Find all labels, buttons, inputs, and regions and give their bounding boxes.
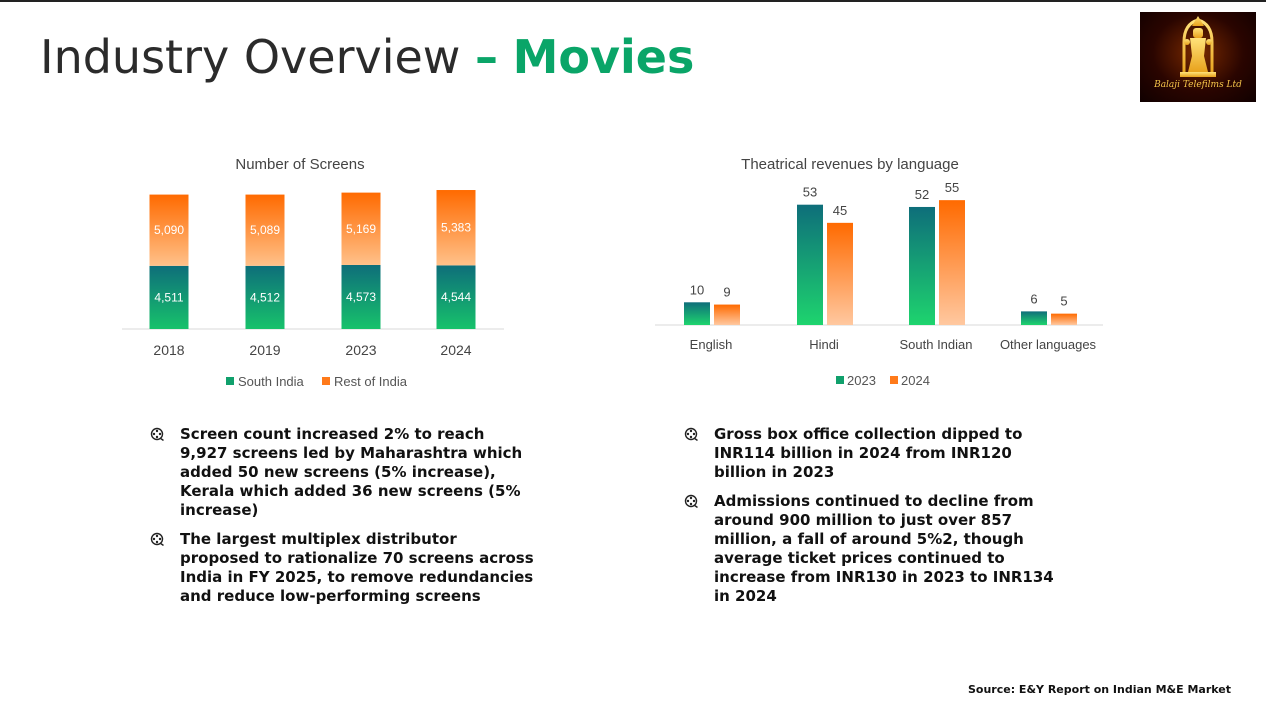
legend-swatch-rest-of-india (322, 377, 330, 385)
revenues-chart-title: Theatrical revenues by language (741, 156, 959, 173)
bar-rest-of-india (341, 192, 381, 265)
bar-2023 (1021, 311, 1047, 325)
data-label-south-india: 4,511 (154, 290, 183, 304)
legend-label-south-india: South India (238, 374, 305, 389)
screens-chart-title: Number of Screens (235, 156, 364, 173)
source-note: Source: E&Y Report on Indian M&E Market (967, 683, 1231, 696)
bar-2023 (684, 302, 710, 325)
film-reel-icon (150, 427, 164, 441)
legend-swatch-2023 (836, 376, 844, 384)
x-tick-label: 2018 (153, 342, 184, 358)
revenues-bullet-list: Gross box office collection dipped to IN… (684, 425, 1064, 616)
screens-chart-legend: South India Rest of India (226, 374, 408, 389)
x-tick-label: 2024 (440, 342, 471, 358)
film-reel-icon (150, 532, 164, 546)
data-label-2023: 53 (803, 185, 817, 200)
legend-swatch-2024 (890, 376, 898, 384)
bullet-item: Gross box office collection dipped to IN… (684, 425, 1064, 482)
bar-2023 (797, 204, 823, 325)
data-label-rest-of-india: 5,383 (441, 221, 471, 235)
bar-2024 (714, 304, 740, 325)
bar-south-india (149, 265, 189, 329)
revenues-chart: Theatrical revenues by language 10 9 Engli… (655, 156, 1103, 388)
x-tick-label: Hindi (809, 337, 839, 352)
company-logo: Balaji Telefilms Ltd (1140, 12, 1256, 102)
bar-rest-of-india (436, 190, 476, 266)
title-accent: Movies (512, 30, 695, 84)
legend-label-2024: 2024 (901, 373, 930, 388)
bar-2024 (1051, 313, 1077, 325)
bar-south-india (436, 265, 476, 329)
screens-chart: Number of Screens 4,511 5,090 2018 4,512 5,0… (122, 156, 504, 389)
bullet-text: Admissions continued to decline from aro… (714, 492, 1054, 605)
bullet-text: Screen count increased 2% to reach 9,927… (180, 425, 523, 519)
title-main: Industry Overview (40, 30, 461, 84)
x-tick-label: South Indian (899, 337, 972, 352)
bar-rest-of-india (245, 194, 285, 266)
bullet-item: The largest multiplex distributor propos… (150, 530, 535, 606)
bullet-text: The largest multiplex distributor propos… (180, 530, 534, 605)
data-label-south-india: 4,512 (250, 290, 280, 304)
data-label-rest-of-india: 5,090 (154, 223, 184, 237)
bullet-item: Admissions continued to decline from aro… (684, 492, 1064, 606)
data-label-rest-of-india: 5,169 (346, 222, 376, 236)
data-label-rest-of-india: 5,089 (250, 223, 280, 237)
legend-swatch-south-india (226, 377, 234, 385)
bar-2024 (827, 222, 853, 325)
screens-bullet-list: Screen count increased 2% to reach 9,927… (150, 425, 535, 616)
bullet-text: Gross box office collection dipped to IN… (714, 425, 1023, 481)
revenues-chart-legend: 2023 2024 (836, 373, 930, 388)
data-label-2024: 55 (945, 180, 959, 195)
logo-text: Balaji Telefilms Ltd (1154, 80, 1242, 90)
legend-label-rest-of-india: Rest of India (334, 374, 408, 389)
data-label-2023: 6 (1030, 291, 1037, 306)
data-label-2024: 5 (1060, 294, 1067, 309)
page-title: Industry Overview – Movies (40, 30, 694, 84)
bar-2024 (939, 200, 965, 325)
bar-south-india (341, 264, 381, 329)
top-border-line (0, 0, 1266, 2)
bar-2023 (909, 206, 935, 325)
data-label-2023: 52 (915, 187, 929, 202)
x-tick-label: English (690, 337, 733, 352)
bar-rest-of-india (149, 194, 189, 266)
x-tick-label: 2019 (249, 342, 280, 358)
data-label-2024: 45 (833, 203, 847, 218)
deity-figure-logo-icon (1180, 16, 1216, 77)
legend-label-2023: 2023 (847, 373, 876, 388)
x-tick-label: 2023 (345, 342, 376, 358)
title-dash: – (475, 30, 499, 84)
data-label-south-india: 4,573 (346, 290, 376, 304)
film-reel-icon (684, 494, 698, 508)
bar-south-india (245, 265, 285, 329)
data-label-south-india: 4,544 (441, 290, 471, 304)
bullet-item: Screen count increased 2% to reach 9,927… (150, 425, 535, 520)
x-tick-label: Other languages (1000, 337, 1097, 352)
film-reel-icon (684, 427, 698, 441)
data-label-2023: 10 (690, 282, 704, 297)
data-label-2024: 9 (723, 285, 730, 300)
